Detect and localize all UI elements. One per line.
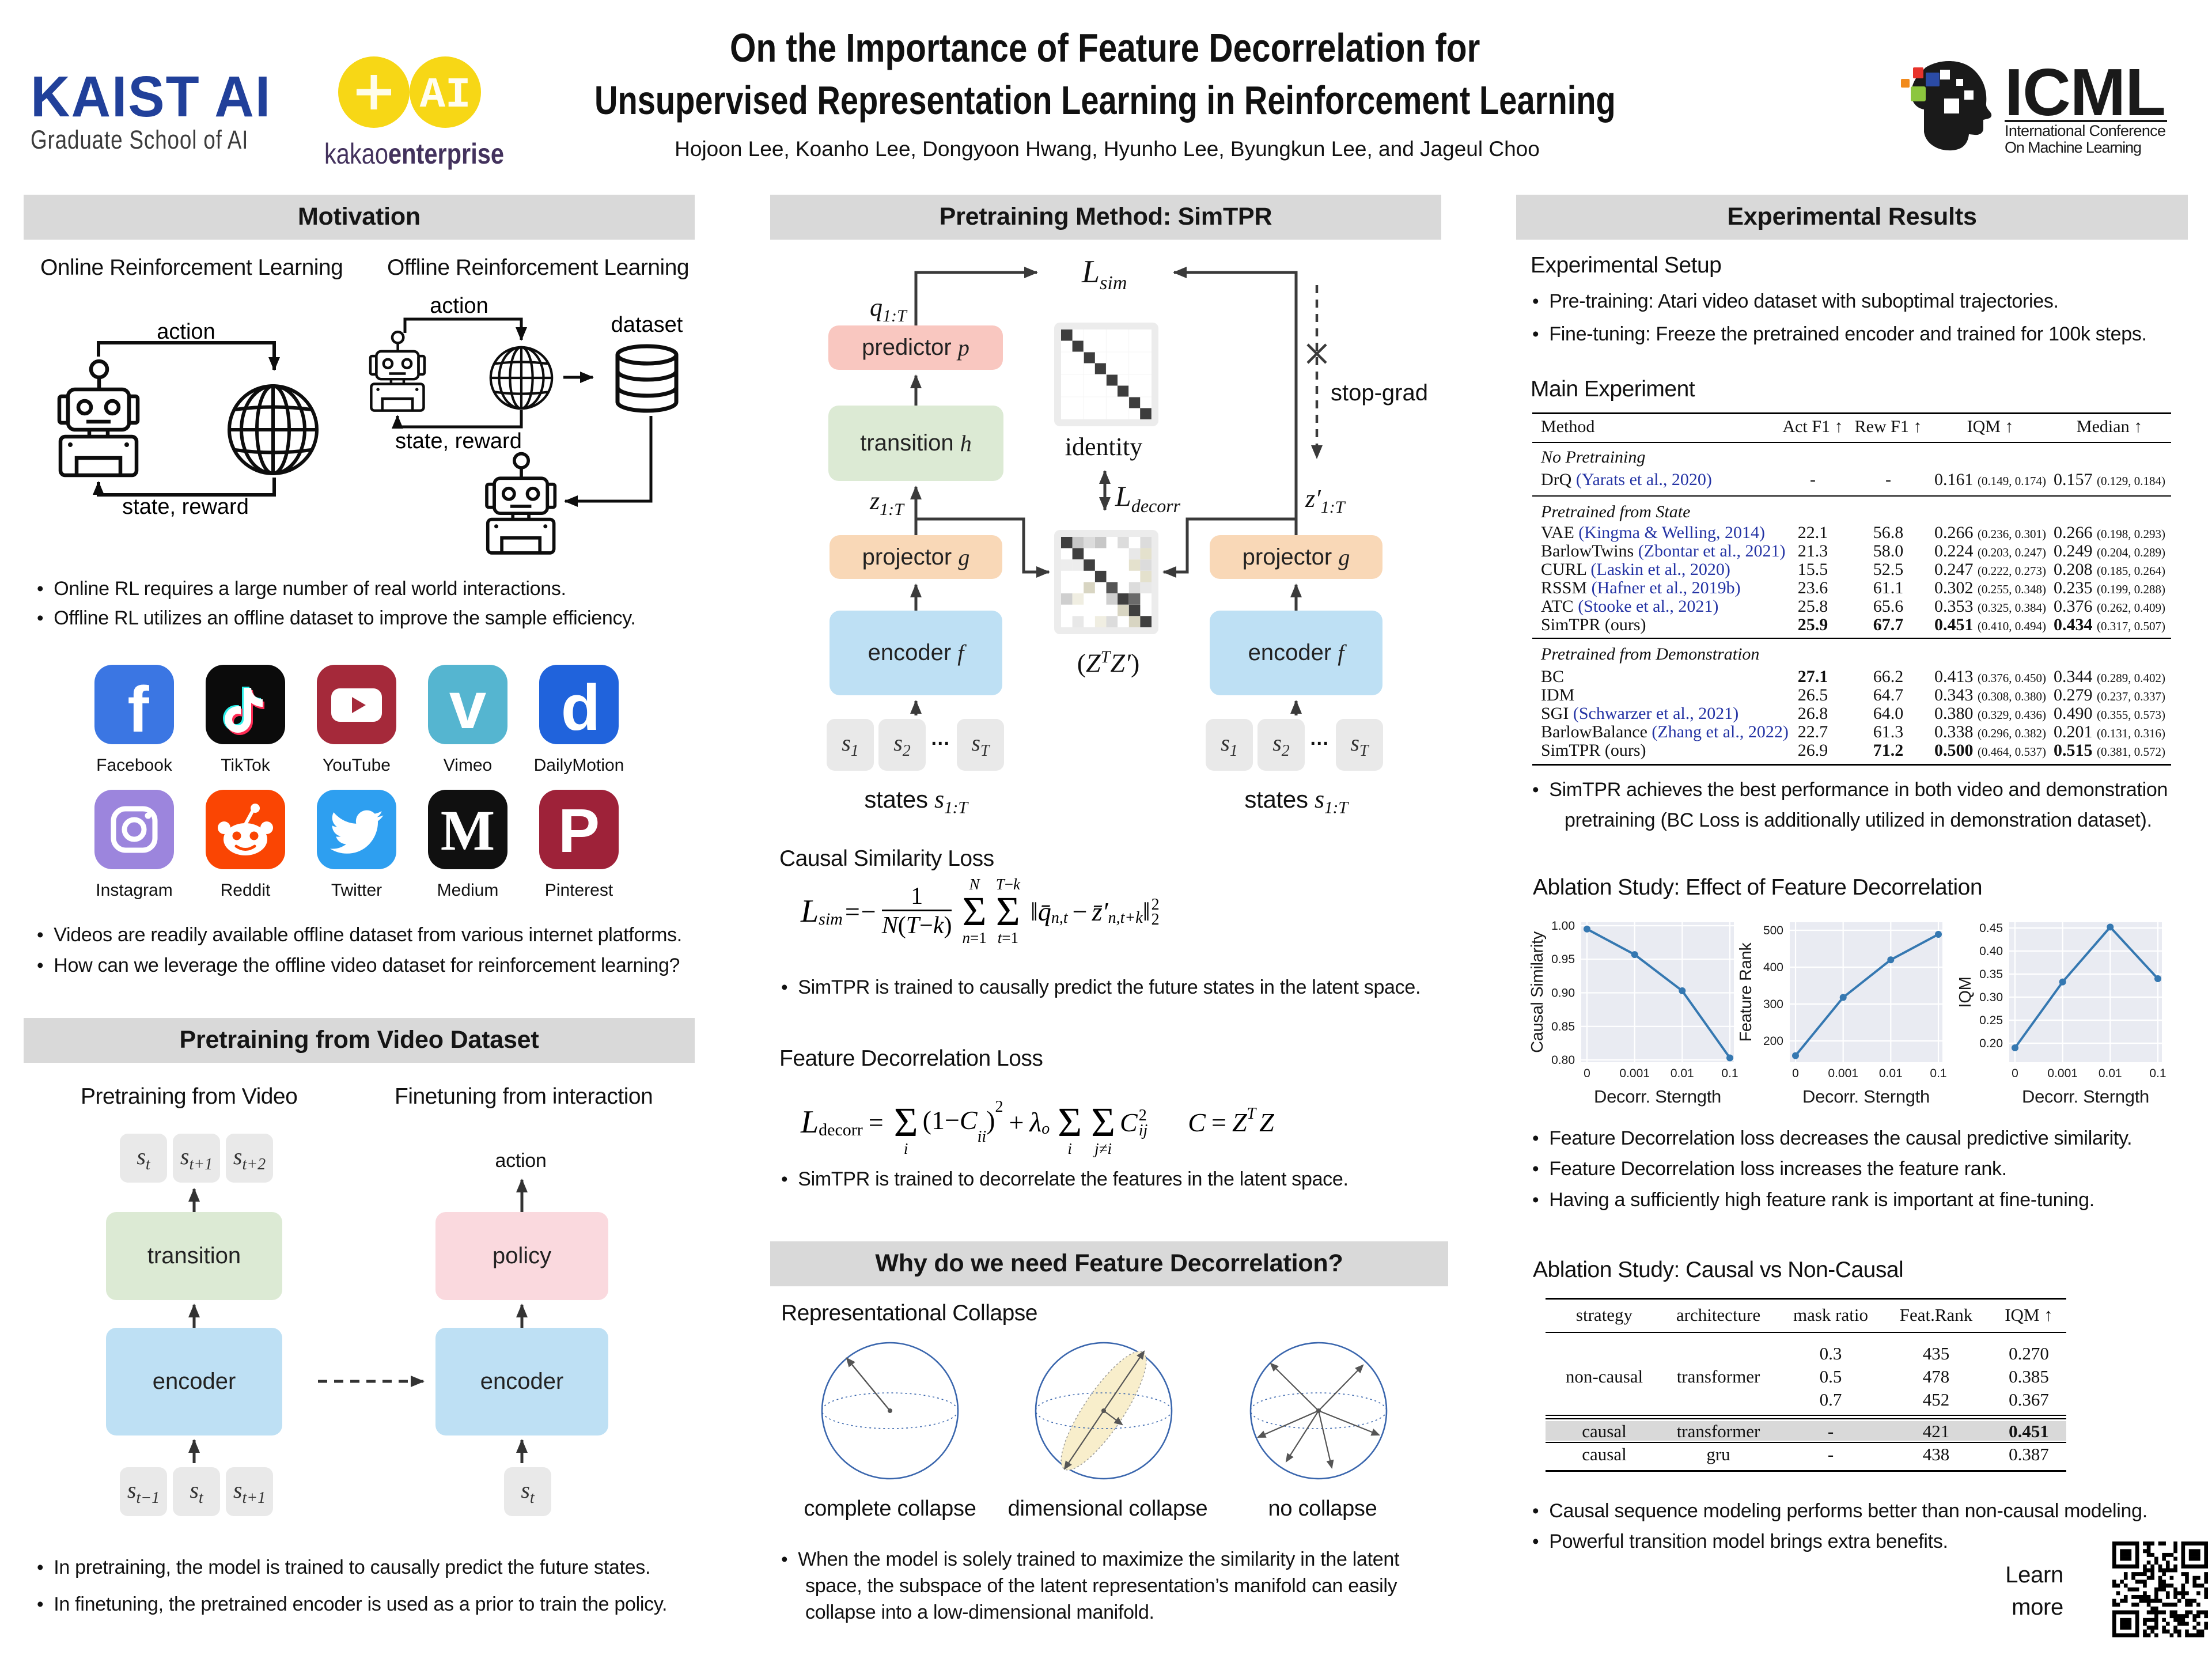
svg-text:dataset: dataset — [611, 313, 683, 337]
svg-text:0.001: 0.001 — [2047, 1067, 2078, 1080]
svg-text:0.1: 0.1 — [1930, 1067, 1946, 1080]
svg-text:state, reward: state, reward — [122, 495, 249, 519]
svg-text:0.40: 0.40 — [1979, 945, 2003, 958]
svg-text:0: 0 — [2012, 1067, 2018, 1080]
svg-text:action: action — [430, 294, 488, 318]
svg-text:0.35: 0.35 — [1979, 968, 2003, 981]
svg-text:0.25: 0.25 — [1979, 1014, 2003, 1027]
svg-text:state, reward: state, reward — [395, 429, 522, 453]
svg-text:Decorr. Sterngth: Decorr. Sterngth — [1594, 1086, 1721, 1107]
svg-text:0.95: 0.95 — [1551, 953, 1575, 966]
svg-text:v: v — [449, 668, 487, 743]
svg-text:1.00: 1.00 — [1551, 919, 1575, 933]
svg-text:200: 200 — [1763, 1035, 1783, 1048]
svg-text:Causal Similarity: Causal Similarity — [1528, 931, 1547, 1053]
svg-text:0.80: 0.80 — [1551, 1054, 1575, 1067]
svg-text:P: P — [558, 796, 600, 865]
svg-text:500: 500 — [1763, 924, 1783, 937]
svg-text:International Conference: International Conference — [2005, 122, 2166, 139]
svg-text:action: action — [157, 320, 215, 344]
svg-text:ICML: ICML — [2005, 55, 2165, 130]
svg-text:kakaoenterprise: kakaoenterprise — [324, 138, 504, 170]
svg-text:0.85: 0.85 — [1551, 1020, 1575, 1033]
svg-text:300: 300 — [1763, 998, 1783, 1011]
svg-text:0.01: 0.01 — [1879, 1067, 1903, 1080]
svg-text:Feature Rank: Feature Rank — [1737, 942, 1755, 1042]
svg-text:Decorr. Sterngth: Decorr. Sterngth — [1802, 1086, 1930, 1107]
svg-text:0.30: 0.30 — [1979, 991, 2003, 1004]
svg-text:0.90: 0.90 — [1551, 987, 1575, 1000]
svg-text:0: 0 — [1584, 1067, 1590, 1080]
svg-text:0: 0 — [1792, 1067, 1799, 1080]
svg-text:AI: AI — [420, 71, 471, 120]
svg-text:0.01: 0.01 — [2099, 1067, 2122, 1080]
svg-text:0.01: 0.01 — [1671, 1067, 1694, 1080]
svg-text:f: f — [127, 673, 149, 745]
svg-text:0.45: 0.45 — [1979, 922, 2003, 935]
svg-text:0.1: 0.1 — [1721, 1067, 1738, 1080]
svg-text:d: d — [561, 672, 600, 744]
svg-text:0.001: 0.001 — [1619, 1067, 1650, 1080]
svg-text:On Machine Learning: On Machine Learning — [2005, 139, 2142, 156]
svg-text:M: M — [441, 798, 495, 862]
svg-text:0.001: 0.001 — [1828, 1067, 1858, 1080]
svg-text:400: 400 — [1763, 961, 1783, 974]
svg-text:Decorr. Sterngth: Decorr. Sterngth — [2022, 1086, 2149, 1107]
svg-text:0.1: 0.1 — [2149, 1067, 2166, 1080]
svg-text:IQM: IQM — [1956, 977, 1975, 1008]
svg-text:0.20: 0.20 — [1979, 1037, 2003, 1050]
